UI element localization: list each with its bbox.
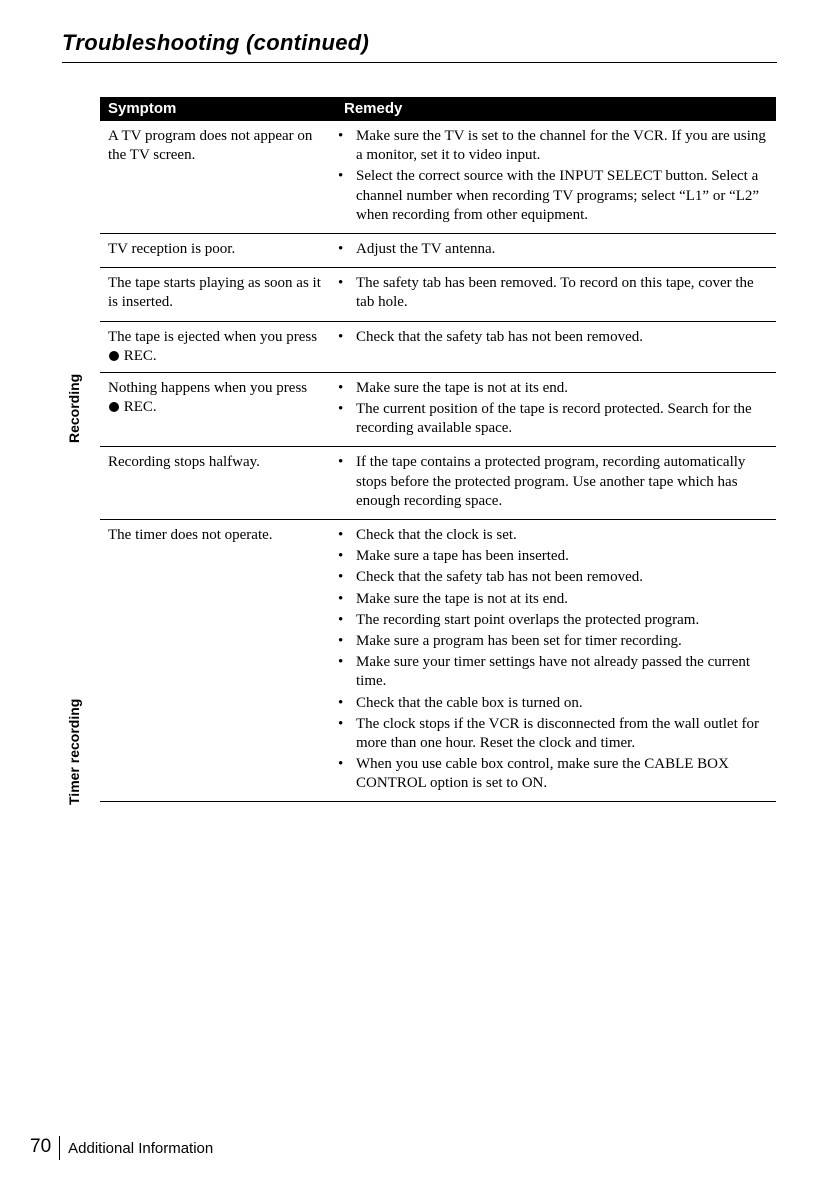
remedy-item: Make sure the TV is set to the channel f… xyxy=(352,127,768,165)
remedy-item: Make sure the tape is not at its end. xyxy=(352,590,768,609)
remedy-item: Select the correct source with the INPUT… xyxy=(352,167,768,225)
remedy-cell: The safety tab has been removed. To reco… xyxy=(336,274,776,314)
symptom-cell: The timer does not operate. xyxy=(100,526,336,795)
remedy-item: Make sure the tape is not at its end. xyxy=(352,379,768,398)
remedy-cell: Check that the clock is set. Make sure a … xyxy=(336,526,776,795)
symptom-cell: A TV program does not appear on the TV s… xyxy=(100,127,336,227)
remedy-item: The safety tab has been removed. To reco… xyxy=(352,274,768,312)
symptom-cell: TV reception is poor. xyxy=(100,240,336,261)
title-rule xyxy=(62,62,777,63)
remedy-item: When you use cable box control, make sur… xyxy=(352,755,768,793)
troubleshooting-table: Symptom Remedy RecordingA TV program doe… xyxy=(100,97,776,802)
remedy-item: Check that the cable box is turned on. xyxy=(352,694,768,713)
record-dot-icon xyxy=(109,402,119,412)
symptom-cell: The tape is ejected when you press REC. xyxy=(100,328,336,366)
table-row: The tape starts playing as soon as it is… xyxy=(100,268,776,321)
table-row: Nothing happens when you press REC.Make … xyxy=(100,373,776,448)
table-header-row: Symptom Remedy xyxy=(100,97,776,121)
remedy-item: The recording start point overlaps the p… xyxy=(352,611,768,630)
footer-section: Additional Information xyxy=(68,1140,213,1157)
remedy-list: If the tape contains a protected program… xyxy=(336,453,768,511)
remedy-list: Make sure the TV is set to the channel f… xyxy=(336,127,768,225)
symptom-cell: Recording stops halfway. xyxy=(100,453,336,513)
remedy-item: Make sure a tape has been inserted. xyxy=(352,547,768,566)
remedy-item: Make sure a program has been set for tim… xyxy=(352,632,768,651)
record-dot-icon xyxy=(109,351,119,361)
remedy-cell: If the tape contains a protected program… xyxy=(336,453,776,513)
col-header-remedy: Remedy xyxy=(344,100,768,117)
remedy-item: Adjust the TV antenna. xyxy=(352,240,768,259)
table-row: The timer does not operate.Check that th… xyxy=(100,520,776,802)
footer-divider xyxy=(59,1136,60,1160)
remedy-list: Adjust the TV antenna. xyxy=(336,240,768,259)
col-header-symptom: Symptom xyxy=(108,100,344,117)
symptom-cell: The tape starts playing as soon as it is… xyxy=(100,274,336,314)
remedy-list: The safety tab has been removed. To reco… xyxy=(336,274,768,312)
remedy-cell: Make sure the TV is set to the channel f… xyxy=(336,127,776,227)
page-footer: 70 Additional Information xyxy=(30,1136,213,1160)
remedy-item: Check that the safety tab has not been r… xyxy=(352,568,768,587)
table-row: Recording stops halfway. If the tape cont… xyxy=(100,447,776,520)
remedy-item: The current position of the tape is reco… xyxy=(352,400,768,438)
remedy-cell: Make sure the tape is not at its end. The… xyxy=(336,379,776,441)
remedy-cell: Adjust the TV antenna. xyxy=(336,240,776,261)
remedy-cell: Check that the safety tab has not been r… xyxy=(336,328,776,366)
section-label: Timer recording xyxy=(66,699,82,805)
table-row: A TV program does not appear on the TV s… xyxy=(100,121,776,234)
remedy-item: If the tape contains a protected program… xyxy=(352,453,768,511)
symptom-cell: Nothing happens when you press REC. xyxy=(100,379,336,441)
remedy-item: Check that the clock is set. xyxy=(352,526,768,545)
remedy-item: Check that the safety tab has not been r… xyxy=(352,328,768,347)
page-number: 70 xyxy=(30,1136,57,1160)
table-row: The tape is ejected when you press REC. C… xyxy=(100,322,776,373)
remedy-list: Check that the safety tab has not been r… xyxy=(336,328,768,347)
page: Troubleshooting (continued) Symptom Reme… xyxy=(0,0,835,1182)
remedy-item: The clock stops if the VCR is disconnect… xyxy=(352,715,768,753)
table-row: TV reception is poor. Adjust the TV anten… xyxy=(100,234,776,268)
remedy-item: Make sure your timer settings have not a… xyxy=(352,653,768,691)
section-label: Recording xyxy=(66,374,82,443)
remedy-list: Make sure the tape is not at its end. The… xyxy=(336,379,768,439)
page-title: Troubleshooting (continued) xyxy=(62,30,777,56)
remedy-list: Check that the clock is set. Make sure a … xyxy=(336,526,768,793)
